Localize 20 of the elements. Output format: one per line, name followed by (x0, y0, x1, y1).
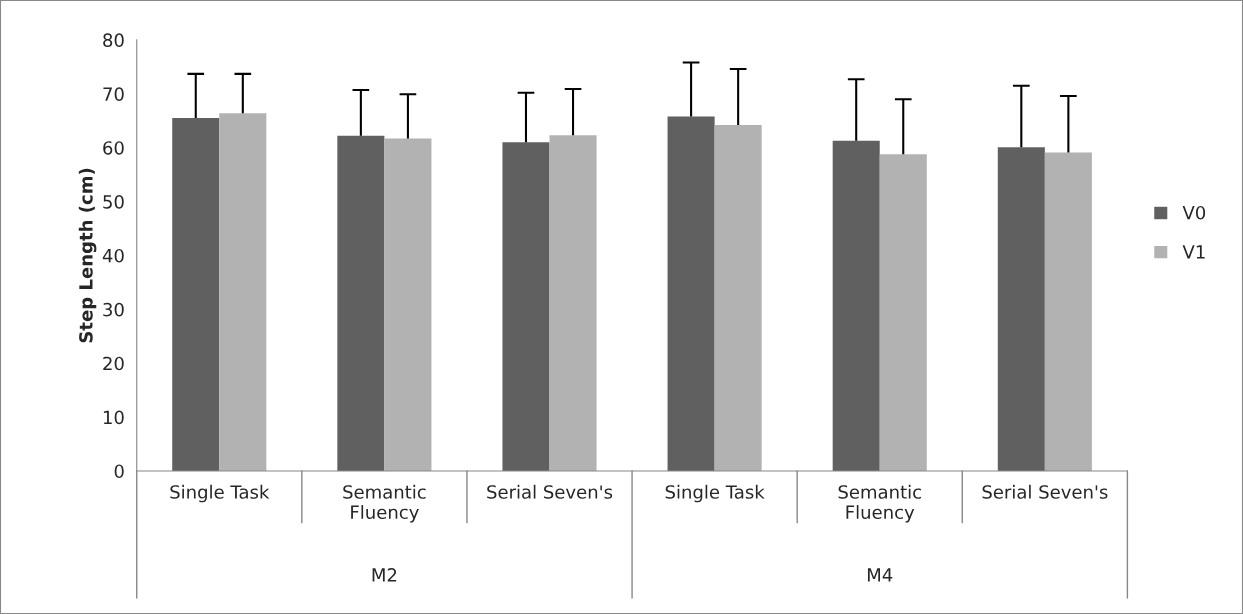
legend-label: V0 (1182, 205, 1206, 220)
y-tick-label: 10 (103, 410, 124, 425)
text: M2 (372, 568, 397, 582)
legend-label: V1 (1182, 245, 1205, 259)
y-tick-label: 30 (103, 302, 124, 317)
y-tick-label: 50 (103, 195, 124, 209)
text: M4 (867, 568, 893, 582)
x-tick-label: Semantic Fluency (838, 484, 921, 523)
y-tick-label: 20 (103, 356, 124, 371)
x-tick-label: Serial Seven's (982, 484, 1108, 499)
y-axis-title: Step Length (cm) (78, 168, 97, 343)
x-tick-label: Semantic Fluency (343, 484, 426, 523)
x-tick-label: Serial Seven's (487, 484, 613, 499)
y-tick-label: 40 (102, 248, 124, 263)
y-tick-label: 80 (103, 33, 124, 48)
x-tick-label: Single Task (665, 484, 765, 503)
y-tick-label: 0 (114, 464, 124, 479)
y-tick-label: 70 (103, 87, 124, 101)
y-tick-label: 60 (103, 141, 124, 155)
x-tick-label: Single Task (170, 484, 270, 503)
